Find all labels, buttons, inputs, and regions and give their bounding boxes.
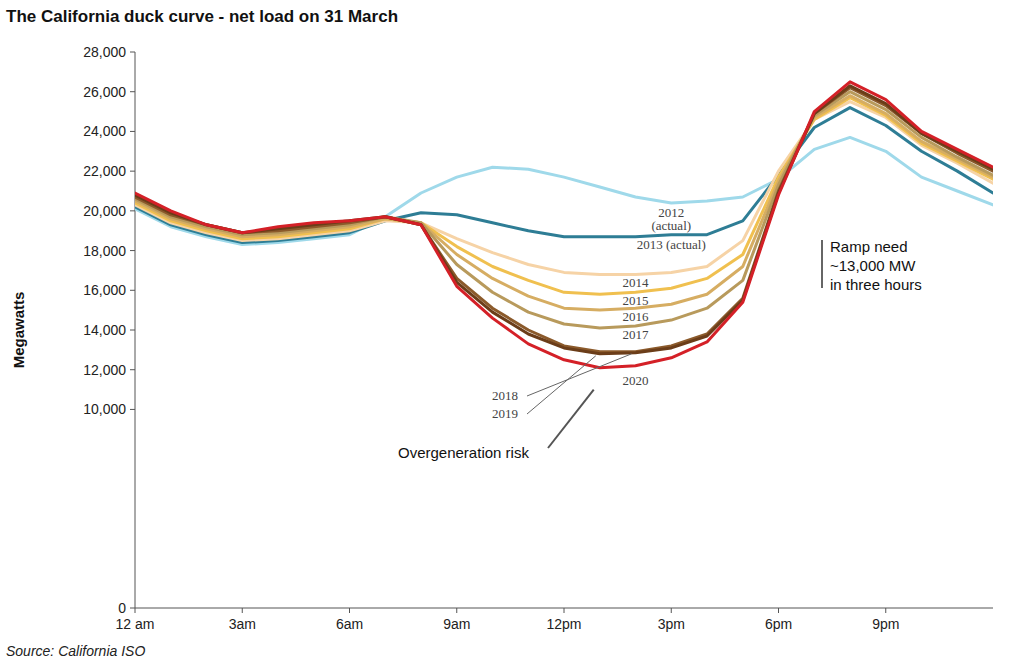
x-tick [671,608,672,613]
x-tick-label: 3pm [658,616,685,632]
chart: The California duck curve - net load on … [0,0,1024,667]
title: The California duck curve - net load on … [6,7,398,26]
y-axis-title: Megawatts [10,292,27,369]
series-label: 2017 [623,327,650,342]
y-tick [130,171,135,172]
y-tick [130,131,135,132]
annotation: Ramp need [830,238,908,255]
series-label: 2016 [623,309,650,324]
y-tick [130,330,135,331]
y-tick-label: 14,000 [83,322,126,338]
series-label: 2013 (actual) [637,237,706,252]
x-tick [885,608,886,613]
y-tick [130,52,135,53]
x-tick-label: 3am [229,616,256,632]
y-tick [130,409,135,410]
y-tick [130,608,135,609]
annotation: ~13,000 MW [830,257,916,274]
x-tick [456,608,457,613]
y-tick [130,210,135,211]
series-label: 2020 [623,373,649,388]
y-tick-label: 12,000 [83,362,126,378]
y-tick-label: 24,000 [83,123,126,139]
y-tick [130,91,135,92]
source: Source: California ISO [6,643,145,659]
series-label: 2012(actual) [651,205,691,233]
y-tick-label: 26,000 [83,84,126,100]
series-line [135,102,993,275]
x-tick-label: 6pm [765,616,792,632]
series-line [135,92,993,328]
series-line [135,108,993,243]
annotation-bracket [821,240,823,288]
x-tick-label: 12 am [116,616,155,632]
x-tick [242,608,243,613]
y-tick [130,250,135,251]
annotation-leader [548,390,594,448]
y-tick-label: 18,000 [83,243,126,259]
x-tick-label: 9pm [872,616,899,632]
series-label: 2015 [623,293,649,308]
x-tick [135,608,136,613]
x-tick-label: 12pm [546,616,581,632]
annotation: Overgeneration risk [398,444,529,461]
series-label: 2014 [623,275,650,290]
x-tick [564,608,565,613]
x-tick [778,608,779,613]
y-tick-label: 0 [118,600,126,616]
series-line [135,82,993,368]
series-line [135,88,993,352]
x-tick-label: 6am [336,616,363,632]
y-tick [130,369,135,370]
series-line [135,96,993,310]
y-tick-label: 16,000 [83,282,126,298]
y-tick-label: 28,000 [83,44,126,60]
y-tick-label: 10,000 [83,401,126,417]
label-leader [527,354,632,396]
series-label: 2018 [492,388,518,403]
background [0,0,1024,667]
y-tick [130,290,135,291]
x-tick [349,608,350,613]
y-tick-label: 22,000 [83,163,126,179]
series-line [135,98,993,295]
y-tick-label: 20,000 [83,203,126,219]
label-leader [527,356,596,414]
series-label-line: (actual) [651,218,691,233]
plot-lines [135,82,993,368]
annotation: in three hours [830,276,922,293]
x-tick-label: 9am [443,616,470,632]
series-label: 2019 [492,406,518,421]
series-line [135,86,993,354]
